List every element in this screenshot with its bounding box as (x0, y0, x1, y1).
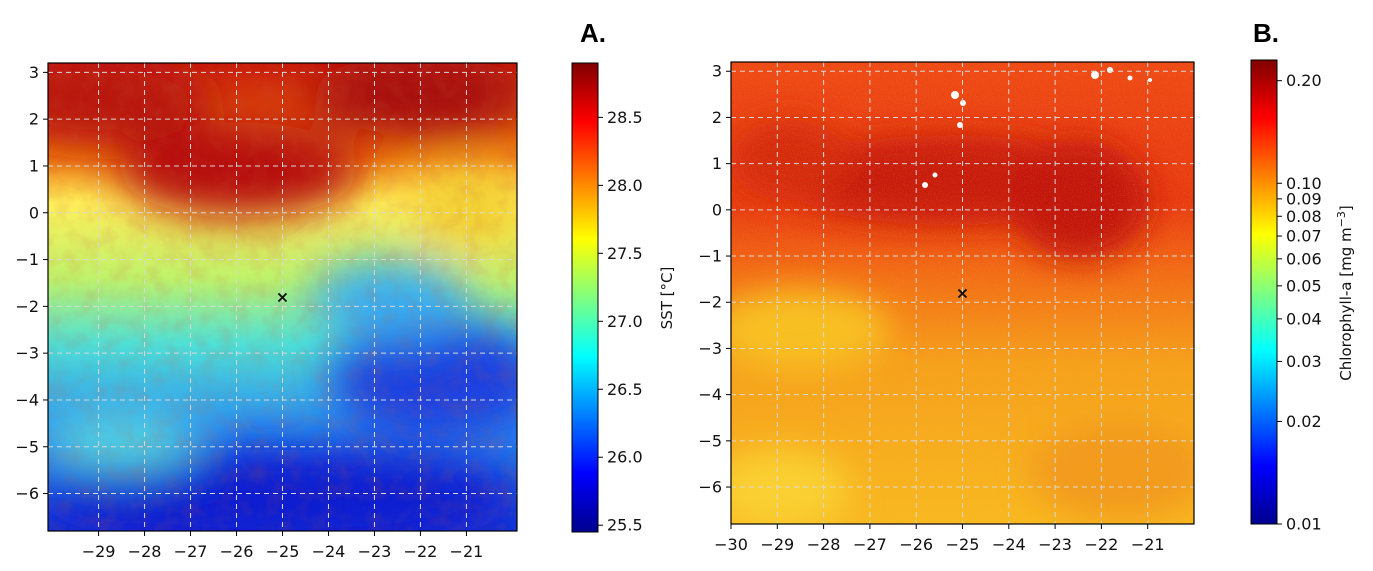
y-tick-label: 2 (29, 110, 39, 129)
y-tick-label: −3 (15, 344, 39, 363)
colorbar-tick-label: 27.5 (607, 244, 643, 263)
x-tick-label: −29 (760, 535, 794, 554)
colorbar-b-bar (1250, 59, 1278, 525)
colorbar-tick-label: 28.0 (607, 176, 643, 195)
y-tick-label: −6 (698, 478, 722, 497)
y-tick-label: −1 (15, 250, 39, 269)
x-tick-label: −23 (358, 542, 392, 561)
y-tick-label: 1 (712, 154, 722, 173)
colorbar-a-label: SST [°C] (658, 267, 676, 330)
colorbar-tick-label: 0.01 (1286, 515, 1322, 534)
y-tick-label: −1 (698, 247, 722, 266)
x-tick-label: −22 (1085, 535, 1119, 554)
x-tick-label: −30 (714, 535, 748, 554)
colorbar-a-ticks: 28.5 28.0 27.5 27.0 26.5 26.0 25.5 (598, 108, 643, 535)
y-tick-label: −6 (15, 484, 39, 503)
y-tick-label: −5 (15, 437, 39, 456)
colorbar-tick-label: 27.0 (607, 312, 643, 331)
x-tick-label: −29 (82, 542, 116, 561)
cloud-gaps (922, 67, 1152, 188)
y-tick-label: 3 (712, 62, 722, 81)
colorbar-tick-label: 0.05 (1286, 276, 1322, 295)
y-tick-label: 3 (29, 63, 39, 82)
y-tick-label: 0 (712, 200, 722, 219)
x-tick-label: −21 (450, 542, 484, 561)
panel-b: −30 −29 −28 −27 −26 −25 −24 −23 −22 −21 3 2 1 0 −1 −2 −3… (698, 18, 1355, 554)
colorbar-a-bar (571, 62, 599, 533)
colorbar-tick-label: 26.5 (607, 380, 643, 399)
x-tick-label: −24 (312, 542, 346, 561)
x-tick-label: −25 (266, 542, 300, 561)
colorbar-tick-label: 28.5 (607, 108, 643, 127)
y-tick-label: −5 (698, 431, 722, 450)
colorbar-tick-label: 0.08 (1286, 207, 1322, 226)
y-tick-label: 1 (29, 156, 39, 175)
x-tick-label: −28 (807, 535, 841, 554)
colorbar-b-ticks: 0.20 0.100.090.080.07 0.06 0.05 0.04 0.03 0.02… (1277, 71, 1322, 534)
y-tick-label: 2 (712, 108, 722, 127)
panel-b-label: B. (1253, 18, 1279, 48)
colorbar-tick-label: 25.5 (607, 516, 643, 535)
colorbar-tick-label: 0.10 (1286, 174, 1322, 193)
colorbar-b: 0.20 0.100.090.080.07 0.06 0.05 0.04 0.03 0.02… (1250, 59, 1355, 534)
x-tick-label: −28 (128, 542, 162, 561)
colorbar-b-label: Chlorophyll-a [mg m−3] (1335, 205, 1355, 380)
panel-a: −29 −28 −27 −26 −25 −24 −23 −22 −21 3 2 1 0 −1 −2 −3 −4 −… (15, 18, 676, 561)
colorbar-tick-label: 0.06 (1286, 249, 1322, 268)
colorbar-tick-label: 0.07 (1286, 227, 1322, 246)
colorbar-tick-label: 0.09 (1286, 189, 1322, 208)
x-tick-label: −24 (992, 535, 1026, 554)
grid-a (48, 63, 517, 531)
y-tick-label: −4 (698, 385, 722, 404)
colorbar-tick-label: 26.0 (607, 448, 643, 467)
marker-a: × (276, 288, 289, 307)
x-tick-label: −23 (1038, 535, 1072, 554)
marker-b: × (956, 284, 969, 303)
x-tick-label: −27 (174, 542, 208, 561)
colorbar-tick-label: 0.03 (1286, 352, 1322, 371)
colorbar-tick-label: 0.02 (1286, 412, 1322, 431)
x-tick-label: −26 (220, 542, 254, 561)
y-tick-label: −2 (15, 297, 39, 316)
x-tick-label: −22 (404, 542, 438, 561)
y-tick-label: −4 (15, 390, 39, 409)
x-tick-label: −21 (1131, 535, 1165, 554)
panel-a-label: A. (580, 18, 606, 48)
colorbar-tick-label: 0.04 (1286, 309, 1322, 328)
colorbar-a: 28.5 28.0 27.5 27.0 26.5 26.0 25.5 SST [°C] (571, 62, 676, 535)
x-tick-label: −26 (899, 535, 933, 554)
x-tick-label: −25 (946, 535, 980, 554)
colorbar-tick-label: 0.20 (1286, 71, 1322, 90)
x-tick-label: −27 (853, 535, 887, 554)
y-tick-label: 0 (29, 203, 39, 222)
y-tick-label: −3 (698, 339, 722, 358)
y-tick-label: −2 (698, 293, 722, 312)
ticks-a: −29 −28 −27 −26 −25 −24 −23 −22 −21 3 2 1 0 −1 −2 −3 −4 −… (15, 63, 483, 561)
ticks-b: −30 −29 −28 −27 −26 −25 −24 −23 −22 −21 3 2 1 0 −1 −2 −3… (698, 62, 1164, 554)
